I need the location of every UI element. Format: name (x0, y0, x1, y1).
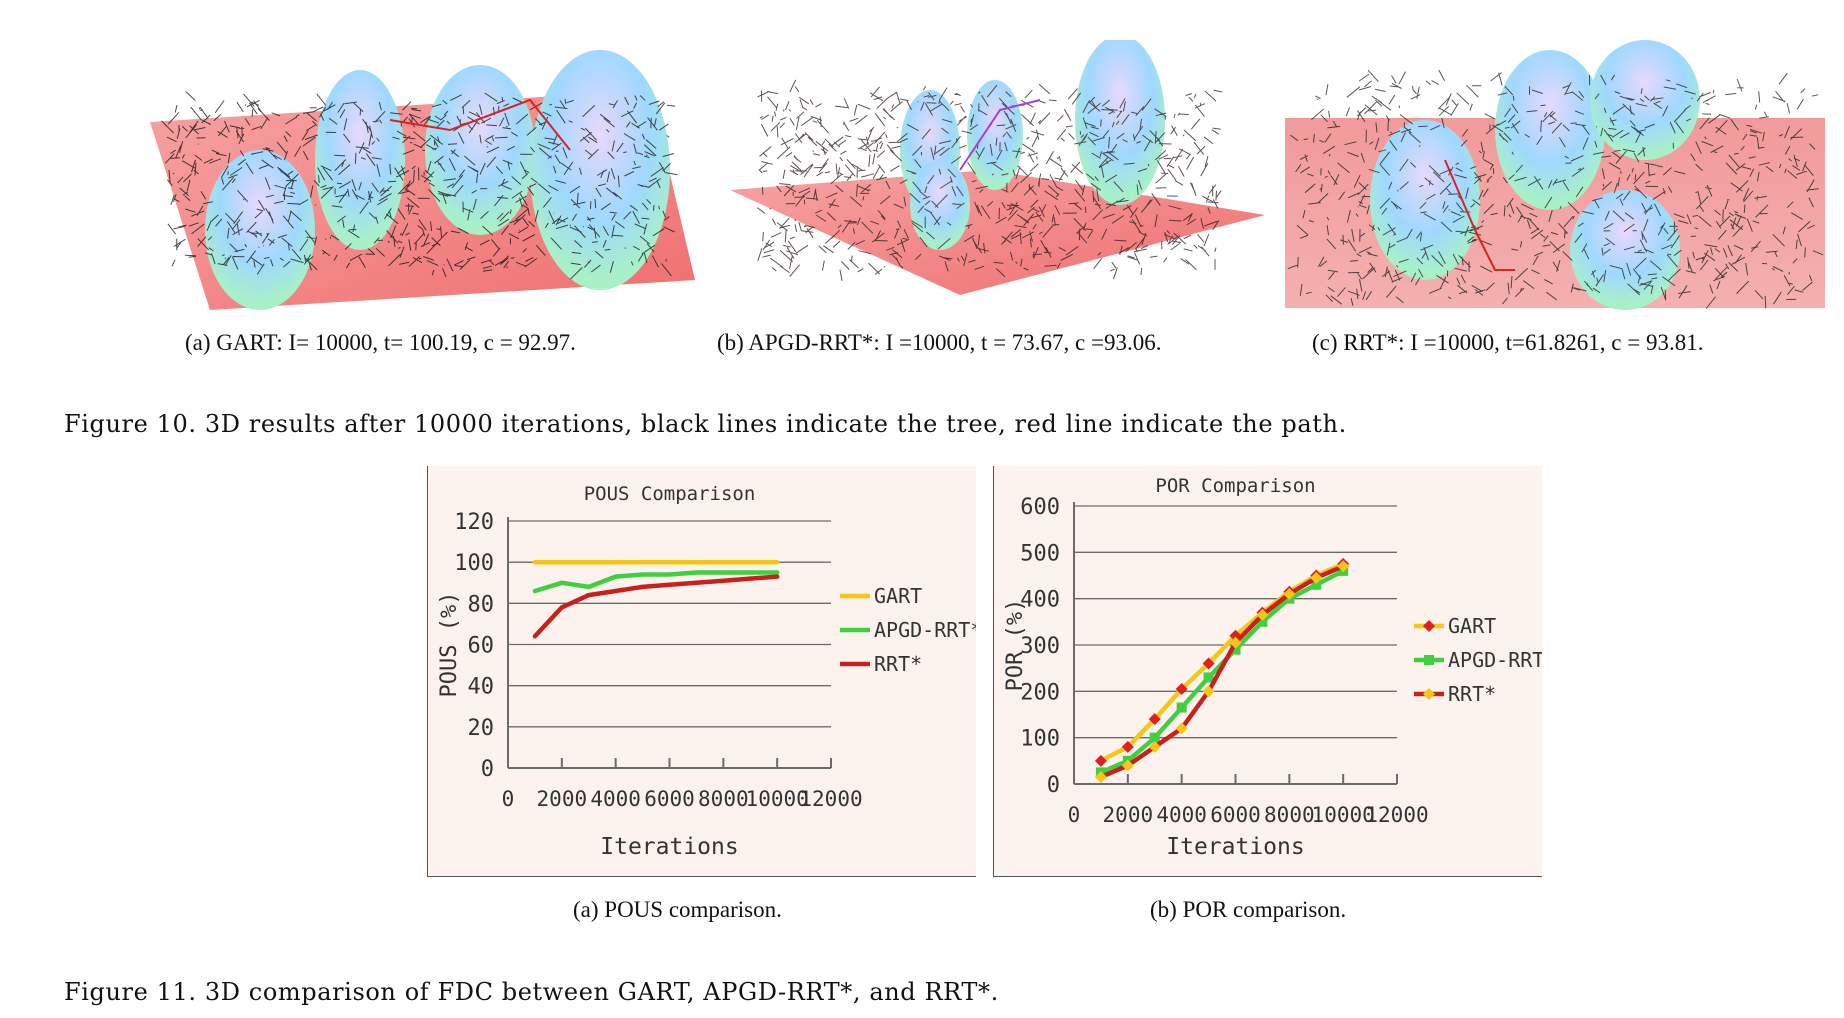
legend-label: RRT* (1448, 682, 1496, 706)
x-tick-label: 6000 (644, 787, 695, 811)
data-point (1202, 685, 1215, 698)
y-axis-label: POUS (%) (437, 592, 462, 698)
x-tick-label: 10000 (746, 787, 809, 811)
data-point (1337, 560, 1350, 573)
x-tick-label: 12000 (1365, 803, 1428, 827)
data-point (1283, 588, 1296, 601)
y-tick-label: 400 (1020, 588, 1060, 613)
figure10-panel-c (1285, 40, 1825, 320)
pous-comparison-chart: POUS Comparison 0 20 40 60 80 100 120 0 2000 4000 6… (427, 466, 976, 877)
figure10-subcaption-a: (a) GART: I= 10000, t= 100.19, c = 92.97… (185, 330, 576, 355)
x-axis-label: Iterations (600, 834, 738, 860)
tree-edges (161, 91, 678, 280)
data-point (1310, 571, 1323, 584)
chart-title: POUS Comparison (584, 483, 756, 505)
y-tick-label: 300 (1020, 634, 1060, 659)
figure10-subcaption-c: (c) RRT*: I =10000, t=61.8261, c = 93.81… (1312, 330, 1704, 355)
data-point (1094, 754, 1107, 767)
figure10-caption: Figure 10. 3D results after 10000 iterat… (64, 410, 1347, 438)
legend-label: GART (874, 584, 922, 608)
figure11-subcaption-b: (b) POR comparison. (1150, 897, 1347, 922)
data-point (1175, 683, 1188, 696)
y-tick-label: 100 (1020, 727, 1060, 752)
legend-label: APGD-RRT* (1448, 648, 1542, 672)
data-point (1148, 713, 1161, 726)
x-tick-label: 4000 (590, 787, 641, 811)
figure10-panel-a (150, 40, 695, 320)
legend-label: APGD-RRT* (874, 618, 976, 642)
data-point (1121, 759, 1134, 772)
tree-edges (756, 79, 1223, 281)
series-line-apgd-rrtstar (532, 570, 780, 594)
x-tick-label: 2000 (1103, 803, 1154, 827)
y-tick-label: 40 (468, 675, 495, 700)
chart-title: POR Comparison (1155, 475, 1315, 497)
series-line-apgd-rrtstar (1098, 568, 1346, 775)
tree-edges (1287, 69, 1824, 309)
figure10-subcaption-b: (b) APGD-RRT*: I =10000, t = 73.67, c =9… (717, 330, 1162, 355)
figure11-subcaption-a: (a) POUS comparison. (573, 897, 782, 922)
data-point (1311, 579, 1322, 590)
series-line-rrtstar (1098, 563, 1346, 780)
y-tick-label: 0 (1047, 773, 1060, 798)
x-axis-label: Iterations (1166, 834, 1304, 860)
y-tick-label: 500 (1020, 541, 1060, 566)
x-tick-label: 2000 (537, 787, 588, 811)
legend-marker (1423, 688, 1435, 700)
x-tick-label: 8000 (1264, 803, 1315, 827)
figure11-caption: Figure 11. 3D comparison of FDC between … (64, 978, 999, 1006)
data-point (1175, 722, 1188, 735)
y-tick-label: 20 (468, 716, 495, 741)
y-tick-label: 60 (468, 634, 495, 659)
data-point (1203, 672, 1214, 683)
data-point (1256, 608, 1269, 621)
y-tick-label: 600 (1020, 495, 1060, 520)
data-point (1094, 771, 1107, 784)
legend-label: GART (1448, 614, 1496, 638)
x-tick-label: 8000 (698, 787, 749, 811)
data-point (1257, 616, 1268, 627)
data-point (1202, 657, 1215, 670)
data-point (1148, 740, 1161, 753)
data-point (1149, 732, 1160, 743)
y-tick-label: 100 (454, 551, 494, 576)
data-point (1230, 644, 1241, 655)
legend-marker (1423, 620, 1435, 632)
y-axis-label: POR (%) (1003, 599, 1028, 692)
series-line-rrtstar (532, 574, 780, 639)
x-tick-label: 0 (1068, 803, 1081, 827)
y-tick-label: 0 (481, 757, 494, 782)
y-tick-label: 200 (1020, 680, 1060, 705)
x-tick-label: 12000 (799, 787, 862, 811)
y-tick-label: 80 (468, 592, 495, 617)
data-point (1176, 702, 1187, 713)
y-tick-label: 120 (454, 510, 494, 535)
data-point (1121, 740, 1134, 753)
x-tick-label: 4000 (1156, 803, 1207, 827)
x-tick-label: 6000 (1210, 803, 1261, 827)
por-comparison-chart: POR Comparison 0 100 200 300 400 500 600 0 2000 40… (993, 466, 1542, 877)
x-tick-label: 0 (502, 787, 515, 811)
x-tick-label: 10000 (1312, 803, 1375, 827)
legend-label: RRT* (874, 652, 922, 676)
figure10-panel-b (720, 35, 1265, 320)
legend-marker (1424, 655, 1434, 665)
data-point (1229, 636, 1242, 649)
